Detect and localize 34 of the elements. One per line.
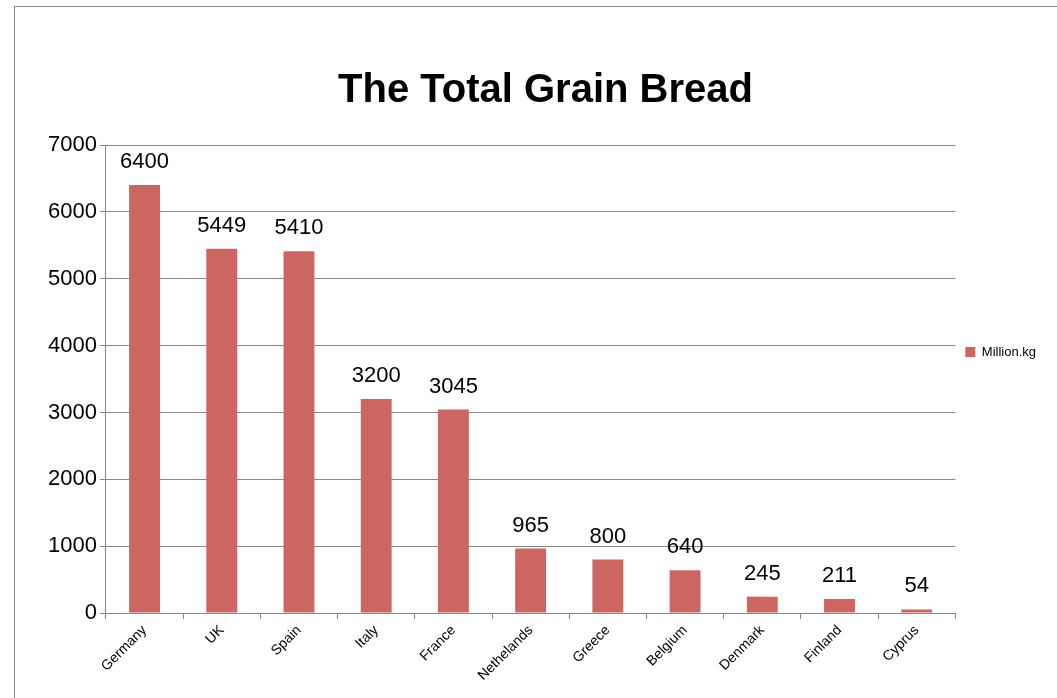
data-label: 640 <box>666 533 704 559</box>
y-tick-label: 2000 <box>47 465 97 491</box>
bar <box>746 596 778 613</box>
bar <box>901 609 933 613</box>
y-tick-label: 1000 <box>47 532 97 558</box>
data-label: 3045 <box>428 372 478 398</box>
data-label: 5410 <box>274 214 324 240</box>
bar <box>283 251 315 613</box>
chart-title: The Total Grain Bread <box>338 66 753 111</box>
data-label: 800 <box>589 522 627 548</box>
y-tick-label: 3000 <box>47 398 97 424</box>
data-label: 245 <box>743 559 781 585</box>
x-tick-label: Italy <box>351 621 382 651</box>
y-tick-label: 7000 <box>47 131 97 157</box>
bar <box>360 399 392 613</box>
bar <box>437 409 469 613</box>
y-tick-label: 0 <box>84 599 97 625</box>
bar <box>824 598 855 613</box>
x-tick-label: UK <box>201 621 228 647</box>
bar <box>206 248 238 613</box>
bar <box>592 559 624 613</box>
data-label: 54 <box>904 572 929 598</box>
y-tick-label: 6000 <box>47 197 97 223</box>
data-label: 965 <box>512 511 549 537</box>
bar <box>129 185 160 613</box>
y-tick-label: 4000 <box>47 331 97 357</box>
bar <box>515 548 547 613</box>
data-label: 5449 <box>197 211 247 237</box>
y-tick-label: 5000 <box>47 264 97 290</box>
data-label: 6400 <box>120 148 170 174</box>
bar <box>669 570 701 613</box>
data-label: 3200 <box>351 362 401 388</box>
data-label: 211 <box>821 561 858 587</box>
legend-label: Million.kg <box>981 343 1036 359</box>
